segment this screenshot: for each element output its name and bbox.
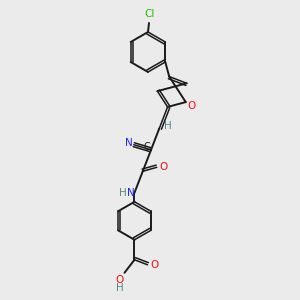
Text: O: O [160,162,168,172]
Text: C: C [144,142,150,152]
Text: N: N [125,138,133,148]
Text: O: O [150,260,159,270]
Text: N: N [127,188,134,198]
Text: O: O [116,275,124,285]
Text: H: H [116,283,123,293]
Text: H: H [164,122,172,131]
Text: H: H [118,188,126,198]
Text: Cl: Cl [145,9,155,19]
Text: O: O [187,101,195,112]
